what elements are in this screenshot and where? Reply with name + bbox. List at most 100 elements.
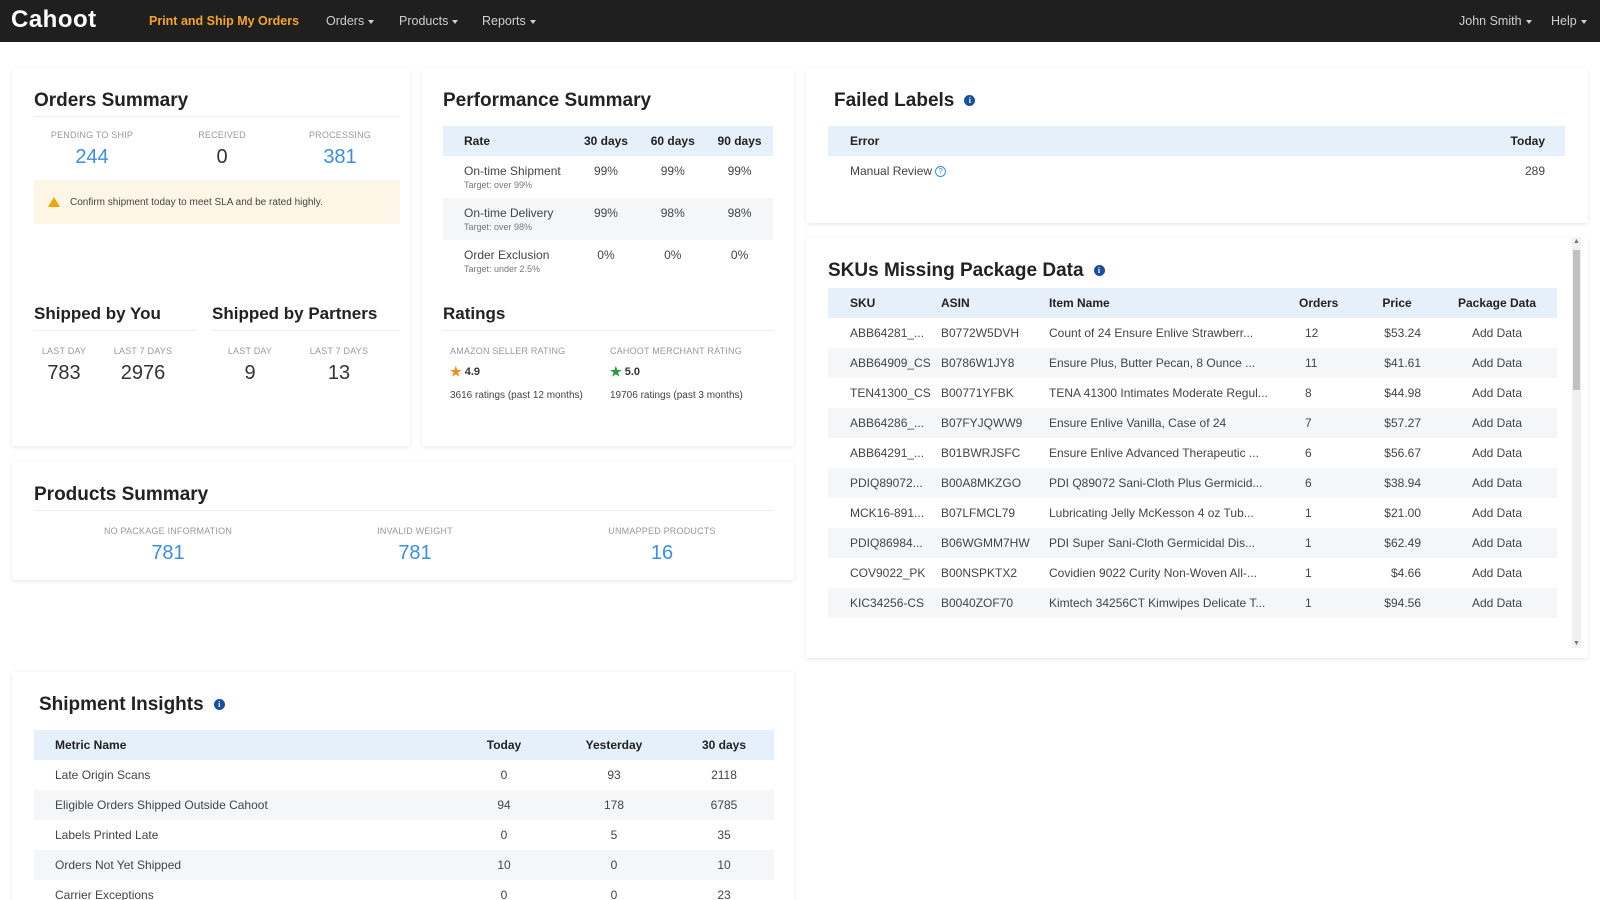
asin-cell: B0786W1JY8 xyxy=(941,348,1049,378)
shipped-by-you-title: Shipped by You xyxy=(34,304,161,323)
chevron-down-icon xyxy=(368,19,375,24)
question-icon[interactable]: ? xyxy=(935,166,947,178)
processing-label: PROCESSING xyxy=(308,130,371,140)
chevron-down-icon xyxy=(529,19,536,24)
star-icon: ★ xyxy=(450,364,462,379)
skus-table: SKU ASIN Item Name Orders Price Package … xyxy=(828,288,1557,618)
thirty-days-cell[interactable]: 6785 xyxy=(674,790,774,820)
col-metric-name: Metric Name xyxy=(34,730,454,760)
col-asin: ASIN xyxy=(941,288,1049,318)
scroll-thumb[interactable] xyxy=(1573,250,1580,390)
nav-orders-menu[interactable]: Orders xyxy=(326,14,375,28)
error-count[interactable]: 289 xyxy=(1524,164,1545,178)
item-name-cell: PDI Q89072 Sani-Cloth Plus Germicid... xyxy=(1049,468,1299,498)
add-data-link[interactable]: Add Data xyxy=(1471,326,1523,340)
today-cell[interactable]: 10 xyxy=(454,850,554,880)
rate-90: 98% xyxy=(706,198,773,240)
thirty-days-cell[interactable]: 2118 xyxy=(711,768,737,782)
table-row: MCK16-891... B07LFMCL79 Lubricating Jelly … xyxy=(828,498,1557,528)
performance-summary-title: Performance Summary xyxy=(443,90,652,111)
yesterday-cell[interactable]: 93 xyxy=(607,768,621,782)
info-icon[interactable]: i xyxy=(964,95,976,107)
cahoot-logo[interactable]: Cahoot xyxy=(11,6,97,33)
orders-summary-card: Orders Summary PENDING TO SHIP 244 RECEI… xyxy=(12,68,410,446)
thirty-days-cell[interactable]: 23 xyxy=(717,888,731,900)
help-label: Help xyxy=(1551,14,1577,28)
scroll-down-icon[interactable]: ▼ xyxy=(1573,640,1580,647)
user-menu[interactable]: John Smith xyxy=(1459,14,1532,28)
add-data-link[interactable]: Add Data xyxy=(1471,506,1523,520)
invalid-weight-value[interactable]: 781 xyxy=(398,542,432,564)
invalid-weight-label: INVALID WEIGHT xyxy=(377,526,453,536)
top-navbar: Cahoot Print and Ship My Orders Orders P… xyxy=(0,0,1600,42)
add-data-link[interactable]: Add Data xyxy=(1437,588,1557,618)
item-name-cell: TENA 41300 Intimates Moderate Regul... xyxy=(1049,386,1268,400)
metric-name-cell: Eligible Orders Shipped Outside Cahoot xyxy=(34,790,454,820)
last-day-label: LAST DAY xyxy=(227,346,273,356)
nav-print-and-ship[interactable]: Print and Ship My Orders xyxy=(149,14,300,28)
add-data-link[interactable]: Add Data xyxy=(1471,566,1523,580)
col-90-days: 90 days xyxy=(706,126,773,156)
add-data-link[interactable]: Add Data xyxy=(1437,528,1557,558)
orders-cell: 1 xyxy=(1299,588,1357,618)
nav-products-label: Products xyxy=(399,14,449,28)
thirty-days-cell[interactable]: 10 xyxy=(674,850,774,880)
table-header-row: Metric Name Today Yesterday 30 days xyxy=(34,730,774,760)
add-data-link[interactable]: Add Data xyxy=(1437,468,1557,498)
nav-reports-label: Reports xyxy=(482,14,526,28)
processing-stat: PROCESSING 381 xyxy=(282,130,398,169)
amazon-rating-count: 3616 ratings (past 12 months) xyxy=(450,390,583,401)
add-data-link[interactable]: Add Data xyxy=(1437,408,1557,438)
unmapped-value[interactable]: 16 xyxy=(650,542,674,564)
item-name-cell: Ensure Enlive Advanced Therapeutic ... xyxy=(1049,446,1259,460)
item-name-cell: Ensure Plus, Butter Pecan, 8 Ounce ... xyxy=(1049,348,1299,378)
item-name-cell: Lubricating Jelly McKesson 4 oz Tub... xyxy=(1049,506,1254,520)
orders-cell: 12 xyxy=(1305,326,1319,340)
help-menu[interactable]: Help xyxy=(1551,14,1587,28)
add-data-link[interactable]: Add Data xyxy=(1471,446,1523,460)
table-row: Order Exclusion Target: under 2.5% 0% 0% … xyxy=(443,240,773,282)
thirty-days-cell[interactable]: 35 xyxy=(717,828,731,842)
no-package-value[interactable]: 781 xyxy=(151,542,185,564)
yesterday-cell[interactable]: 178 xyxy=(554,790,674,820)
skus-scrollbar[interactable]: ▲ ▼ xyxy=(1572,238,1581,648)
sku-cell: ABB64909_CS xyxy=(828,348,941,378)
partners-last-7-stat: LAST 7 DAYS 13 xyxy=(302,346,376,385)
today-cell[interactable]: 94 xyxy=(454,790,554,820)
rate-60: 0% xyxy=(664,248,682,262)
info-icon[interactable]: i xyxy=(1093,265,1105,277)
rate-30: 99% xyxy=(593,164,618,178)
nav-reports-menu[interactable]: Reports xyxy=(482,14,536,28)
rate-60: 98% xyxy=(639,198,707,240)
sku-cell: KIC34256-CS xyxy=(828,588,941,618)
add-data-link[interactable]: Add Data xyxy=(1471,386,1523,400)
yesterday-cell[interactable]: 5 xyxy=(610,828,618,842)
pending-value[interactable]: 244 xyxy=(75,146,109,168)
cahoot-rating-value: 5.0 xyxy=(624,365,641,378)
rate-target: Target: over 99% xyxy=(464,180,533,190)
table-row: Manual Review? 289 xyxy=(828,156,1565,186)
price-cell: $41.61 xyxy=(1357,348,1437,378)
add-data-link[interactable]: Add Data xyxy=(1437,348,1557,378)
table-row: ABB64286_... B07FYJQWW9 Ensure Enlive Vani… xyxy=(828,408,1557,438)
ratings-title: Ratings xyxy=(443,304,506,323)
col-30-days: 30 days xyxy=(674,730,774,760)
orders-summary-title: Orders Summary xyxy=(34,90,189,111)
divider xyxy=(34,330,196,331)
partners-last-day-stat: LAST DAY 9 xyxy=(220,346,280,385)
scroll-up-icon[interactable]: ▲ xyxy=(1573,238,1580,245)
rate-name: On-time Delivery xyxy=(464,206,554,220)
table-header-row: Rate 30 days 60 days 90 days xyxy=(443,126,773,156)
info-icon[interactable]: i xyxy=(213,699,225,711)
amazon-rating-value-row: ★ 4.9 xyxy=(450,364,610,380)
table-row: TEN41300_CS B00771YFBK TENA 41300 Intimate… xyxy=(828,378,1557,408)
asin-cell: B00NSPKTX2 xyxy=(941,566,1018,580)
orders-cell: 8 xyxy=(1305,386,1312,400)
received-label: RECEIVED xyxy=(198,130,246,140)
processing-value[interactable]: 381 xyxy=(323,146,357,168)
pending-to-ship-stat: PENDING TO SHIP 244 xyxy=(34,130,150,169)
sku-cell: ABB64291_... xyxy=(850,446,925,460)
nav-products-menu[interactable]: Products xyxy=(399,14,459,28)
failed-labels-table: Error Today Manual Review? 289 xyxy=(828,126,1565,186)
skus-missing-card: SKUs Missing Package Data i SKU ASIN Item… xyxy=(806,238,1588,658)
